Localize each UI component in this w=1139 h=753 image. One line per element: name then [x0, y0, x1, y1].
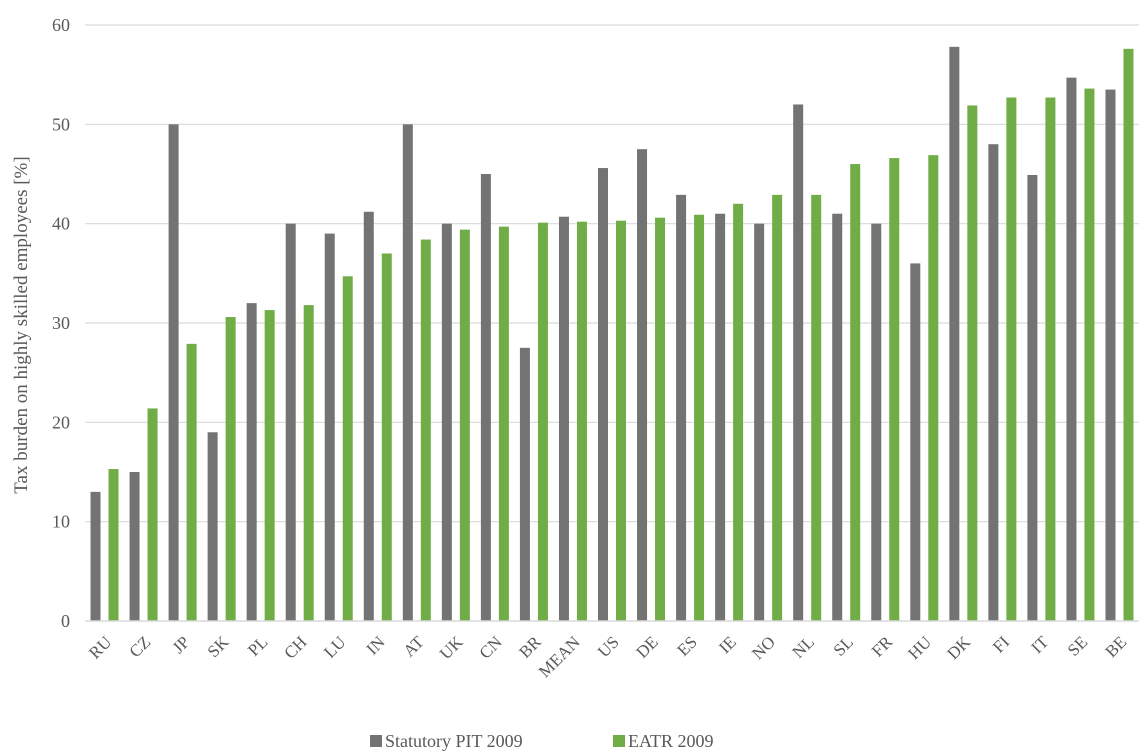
y-tick-label-60: 60 — [52, 15, 70, 35]
x-tick-label-hu: HU — [904, 632, 935, 663]
x-tick-label-at: AT — [400, 632, 429, 661]
bar-sl-statutory-pit — [832, 213, 843, 621]
y-tick-label-20: 20 — [52, 412, 70, 432]
bar-fi-eatr — [1006, 97, 1017, 622]
bar-jp-eatr — [186, 343, 197, 621]
x-tick-label-es: ES — [673, 632, 700, 659]
bar-cn-statutory-pit — [480, 174, 491, 621]
x-tick-label-jp: JP — [169, 632, 194, 657]
bar-lu-eatr — [342, 276, 353, 621]
bar-no-statutory-pit — [754, 223, 765, 621]
bar-pl-eatr — [264, 310, 275, 621]
x-tick-label-us: US — [594, 632, 623, 661]
y-axis-ticks: 0 10 20 30 40 50 60 — [52, 15, 70, 631]
bar-sk-statutory-pit — [207, 432, 218, 621]
x-tick-label-ru: RU — [85, 632, 115, 662]
bar-at-statutory-pit — [402, 124, 413, 621]
bar-jp-statutory-pit — [168, 124, 179, 621]
bar-be-statutory-pit — [1105, 89, 1116, 622]
bar-de-eatr — [655, 217, 666, 621]
bar-uk-statutory-pit — [441, 223, 452, 621]
bar-cn-eatr — [498, 226, 509, 621]
x-tick-label-br: BR — [515, 632, 545, 662]
bar-ru-eatr — [108, 469, 119, 621]
bar-mean-eatr — [576, 221, 587, 621]
legend-swatch-eatr — [613, 735, 625, 747]
bar-us-eatr — [616, 220, 626, 622]
x-tick-label-lu: LU — [320, 632, 349, 661]
y-axis-label: Tax burden on highly skilled employees [… — [11, 156, 32, 493]
bar-fr-eatr — [889, 158, 900, 621]
bar-in-statutory-pit — [363, 211, 374, 621]
x-tick-label-uk: UK — [436, 632, 467, 663]
bar-ie-eatr — [733, 203, 744, 622]
bar-uk-eatr — [459, 229, 470, 622]
x-tick-label-dk: DK — [943, 632, 974, 663]
x-tick-label-sl: SL — [830, 632, 857, 659]
bar-es-statutory-pit — [676, 194, 687, 622]
y-tick-label-50: 50 — [52, 114, 70, 134]
x-tick-label-it: IT — [1027, 632, 1052, 657]
bar-br-statutory-pit — [519, 347, 530, 621]
bar-se-eatr — [1084, 88, 1095, 621]
gridlines — [85, 24, 1139, 523]
bar-be-eatr — [1123, 48, 1134, 621]
bar-ru-statutory-pit — [90, 491, 101, 621]
legend-label-eatr: EATR 2009 — [628, 731, 714, 751]
x-tick-label-ch: CH — [280, 632, 310, 662]
x-tick-label-fi: FI — [989, 632, 1013, 656]
bar-es-eatr — [694, 214, 705, 621]
bar-ch-eatr — [303, 305, 314, 621]
x-tick-label-ie: IE — [715, 632, 740, 657]
bar-dk-eatr — [967, 105, 978, 621]
bar-it-statutory-pit — [1027, 174, 1038, 621]
x-tick-label-sk: SK — [204, 632, 233, 661]
bar-us-statutory-pit — [598, 168, 608, 622]
bar-it-eatr — [1045, 97, 1056, 622]
legend: Statutory PIT 2009 EATR 2009 — [370, 731, 714, 751]
bar-hu-eatr — [928, 155, 939, 622]
bar-pl-statutory-pit — [246, 303, 257, 621]
legend-swatch-statutory-pit — [370, 735, 382, 747]
bar-mean-statutory-pit — [558, 216, 569, 622]
bar-br-eatr — [537, 222, 548, 621]
x-tick-label-in: IN — [362, 632, 388, 658]
bar-ie-statutory-pit — [715, 213, 726, 621]
bar-nl-eatr — [811, 194, 822, 622]
x-tick-label-be: BE — [1102, 632, 1131, 661]
x-tick-label-de: DE — [632, 632, 661, 661]
bar-no-eatr — [772, 194, 783, 622]
x-tick-label-nl: NL — [789, 632, 818, 661]
bar-sl-eatr — [850, 164, 861, 622]
bar-ch-statutory-pit — [285, 223, 296, 621]
x-tick-label-mean: MEAN — [535, 632, 584, 681]
bar-cz-statutory-pit — [129, 472, 140, 621]
x-tick-label-se: SE — [1064, 632, 1091, 659]
bar-fr-statutory-pit — [871, 223, 882, 621]
bar-se-statutory-pit — [1066, 77, 1077, 621]
bar-at-eatr — [420, 239, 431, 621]
bar-hu-statutory-pit — [910, 263, 921, 621]
bar-in-eatr — [381, 253, 392, 621]
bars — [90, 46, 1134, 622]
y-tick-label-30: 30 — [52, 313, 70, 333]
y-tick-label-10: 10 — [52, 512, 70, 532]
y-tick-label-40: 40 — [52, 214, 70, 234]
bar-cz-eatr — [147, 408, 158, 621]
x-tick-label-cz: CZ — [126, 632, 155, 661]
x-tick-label-pl: PL — [244, 632, 271, 659]
legend-label-statutory-pit: Statutory PIT 2009 — [385, 731, 523, 751]
x-tick-label-fr: FR — [868, 632, 897, 661]
bar-de-statutory-pit — [637, 149, 648, 621]
x-tick-label-no: NO — [748, 632, 779, 663]
bar-nl-statutory-pit — [793, 104, 804, 621]
y-tick-label-0: 0 — [61, 611, 70, 631]
bar-lu-statutory-pit — [324, 233, 335, 621]
x-tick-label-cn: CN — [476, 632, 506, 662]
bar-sk-eatr — [225, 317, 236, 621]
bar-dk-statutory-pit — [949, 46, 960, 621]
bar-fi-statutory-pit — [988, 144, 999, 621]
